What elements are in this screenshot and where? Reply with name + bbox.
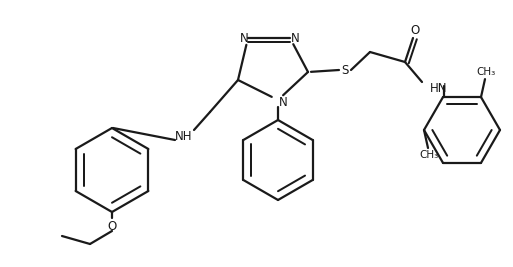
Text: N: N: [279, 96, 287, 108]
Text: HN: HN: [430, 81, 447, 95]
Text: CH₃: CH₃: [419, 150, 439, 160]
Text: O: O: [410, 23, 420, 37]
Text: S: S: [341, 64, 349, 77]
Text: CH₃: CH₃: [477, 67, 496, 77]
Text: N: N: [291, 32, 300, 45]
Text: NH: NH: [175, 129, 193, 143]
Text: N: N: [240, 32, 248, 45]
Text: O: O: [107, 219, 116, 233]
